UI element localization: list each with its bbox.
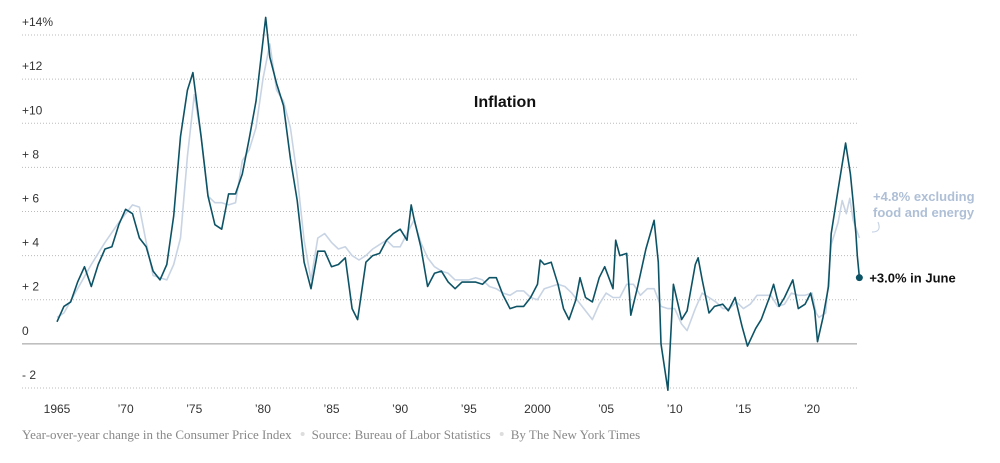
x-tick-label: 1965 (44, 402, 71, 416)
y-tick-label: 0 (22, 324, 29, 338)
y-tick-label: +14% (22, 15, 53, 29)
x-tick-label: ’75 (186, 402, 202, 416)
x-tick-label: ’10 (667, 402, 683, 416)
x-tick-label: ’15 (735, 402, 751, 416)
footer-text: Source: Bureau of Labor Statistics (312, 427, 491, 442)
x-tick-label: 2000 (524, 402, 551, 416)
series-label: +3.0% in June (869, 271, 955, 286)
x-tick-label: ’70 (118, 402, 134, 416)
x-tick-label: ’90 (392, 402, 408, 416)
y-tick-label: - 2 (22, 368, 36, 382)
footer: Year-over-year change in the Consumer Pr… (22, 427, 640, 442)
series-line (56, 16, 861, 391)
separator-dot (300, 432, 305, 436)
separator-dot (499, 432, 504, 436)
series-label: food and energy (873, 205, 975, 220)
x-tick-label: ’20 (804, 402, 820, 416)
annotation-connector (871, 221, 880, 233)
series-label: +4.8% excluding (873, 189, 975, 204)
y-tick-label: + 6 (22, 192, 39, 206)
end-point (855, 274, 863, 282)
y-tick-label: +10 (22, 103, 43, 117)
chart-title: Inflation (474, 94, 536, 111)
x-tick-label: ’05 (598, 402, 614, 416)
y-tick-label: + 8 (22, 147, 39, 161)
y-tick-label: + 2 (22, 280, 39, 294)
grid: +14% +12 +10 + 8 + 6 + 4 + 2 0 - 2 1965 ’70 ’75 ’80 ’… (22, 15, 857, 416)
footer-text: Year-over-year change in the Consumer Pr… (22, 427, 292, 442)
y-tick-label: +12 (22, 59, 43, 73)
series-line (56, 43, 861, 332)
y-tick-label: + 4 (22, 236, 39, 250)
x-tick-label: ’85 (324, 402, 340, 416)
footer-text: By The New York Times (511, 427, 640, 442)
x-tick-label: ’95 (461, 402, 477, 416)
x-tick-label: ’80 (255, 402, 271, 416)
